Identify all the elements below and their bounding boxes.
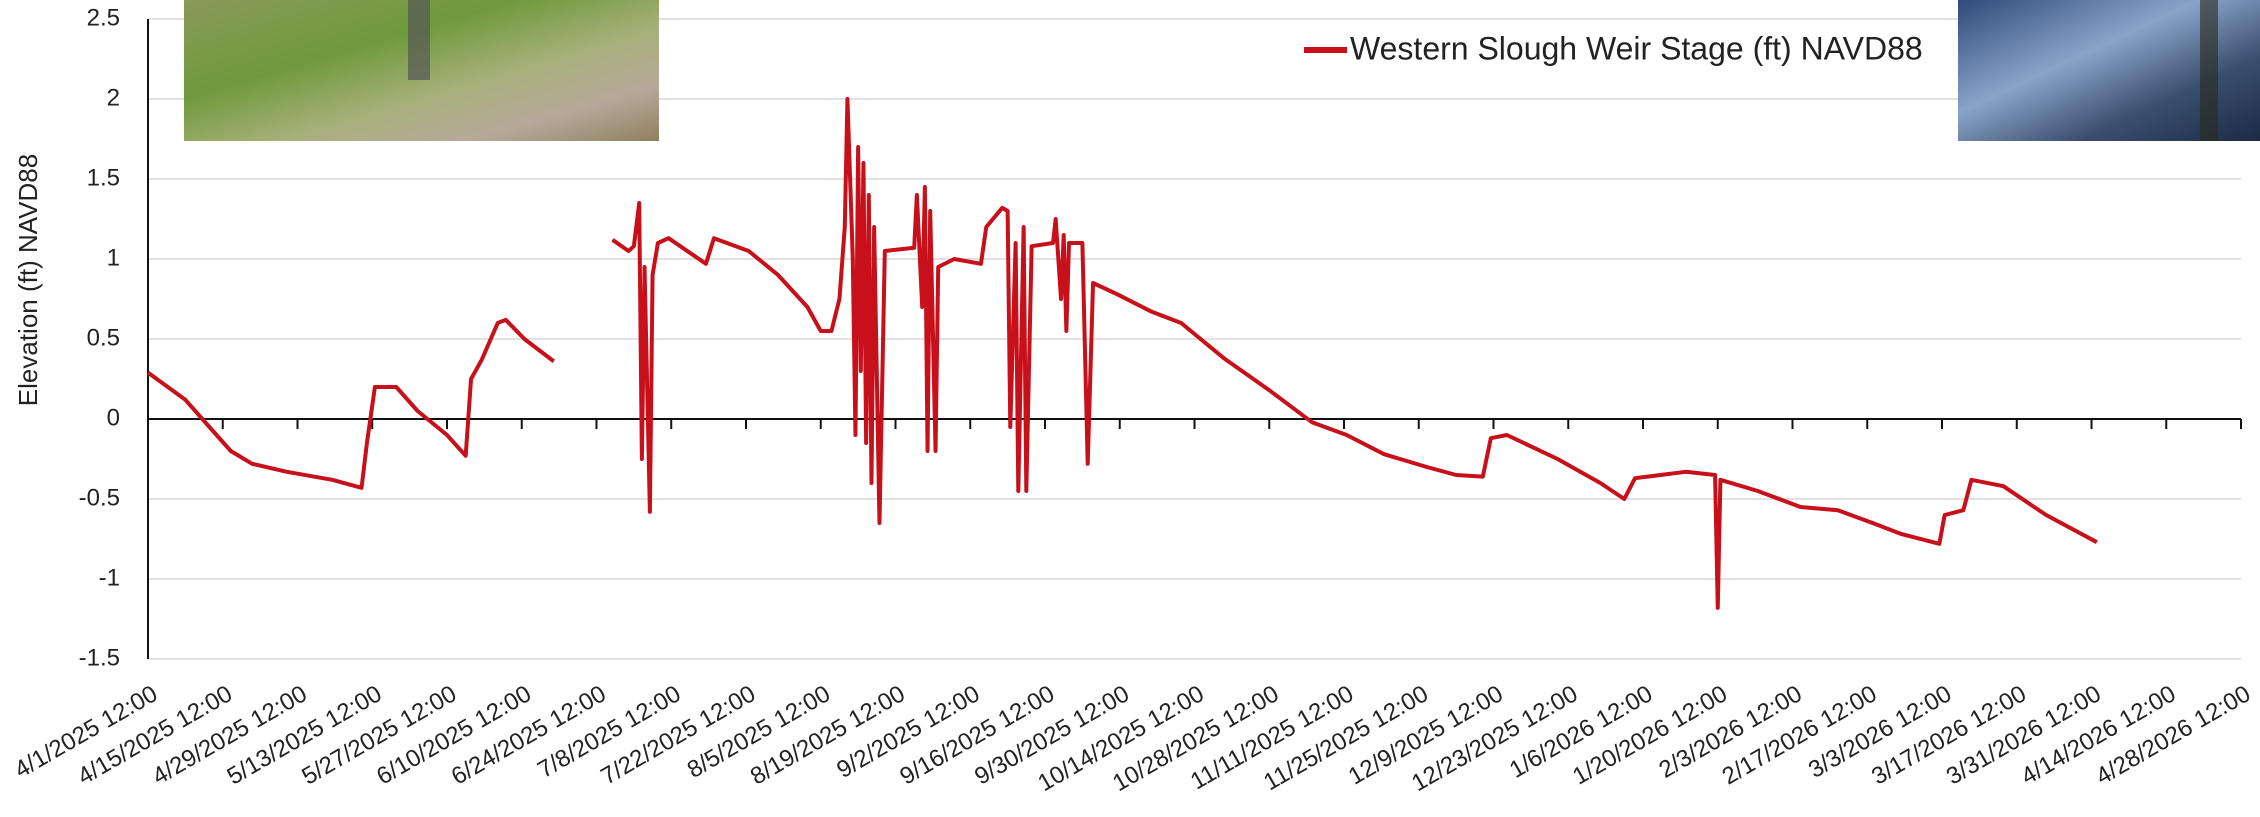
legend: Western Slough Weir Stage (ft) NAVD88: [1304, 30, 1923, 66]
legend-label: Western Slough Weir Stage (ft) NAVD88: [1350, 30, 1923, 66]
y-axis-title: Elevation (ft) NAVD88: [13, 154, 43, 406]
chart: -1.5-1-0.500.511.522.54/1/2025 12:004/15…: [0, 0, 2260, 812]
page: -1.5-1-0.500.511.522.54/1/2025 12:004/15…: [0, 0, 2260, 812]
photo-detail: [2200, 0, 2218, 141]
y-tick-label: 1.5: [87, 164, 120, 191]
y-tick-label: 0: [107, 404, 120, 431]
data-line: [148, 99, 2097, 608]
y-tick-label: -1: [99, 564, 120, 591]
y-tick-label: 1: [107, 244, 120, 271]
photo-detail: [408, 0, 430, 80]
y-tick-label: 2.5: [87, 4, 120, 31]
y-tick-label: 2: [107, 84, 120, 111]
y-tick-label: -1.5: [79, 644, 120, 671]
y-tick-label: -0.5: [79, 484, 120, 511]
y-tick-label: 0.5: [87, 324, 120, 351]
